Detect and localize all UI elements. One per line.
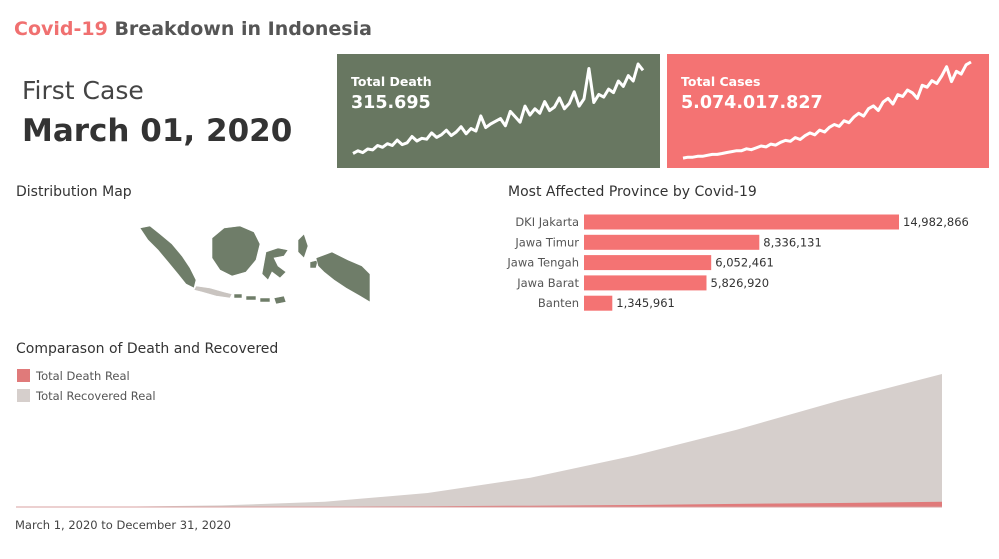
map-region-java[interactable]	[193, 285, 233, 299]
legend-recovered-swatch	[17, 389, 30, 402]
bar-jawa-barat[interactable]	[584, 275, 707, 291]
bar-category-label: Jawa Tengah	[506, 256, 579, 270]
legend-recovered-label: Total Recovered Real	[36, 389, 156, 403]
page-title: Covid-19 Breakdown in Indonesia	[14, 18, 372, 40]
legend-death-label: Total Death Real	[36, 369, 130, 383]
map-region-papua[interactable]	[315, 251, 371, 303]
bar-category-label: Banten	[538, 296, 579, 310]
area-total-recovered[interactable]	[16, 374, 942, 507]
bar-value-label: 14,982,866	[903, 215, 969, 229]
death-recovered-area-chart	[16, 374, 942, 508]
bar-value-label: 1,345,961	[616, 296, 675, 310]
map-region-maluku[interactable]	[297, 233, 319, 269]
map-region-kalimantan[interactable]	[211, 225, 261, 277]
province-bar-chart: DKI Jakarta 14,982,866 Jawa Timur 8,336,131…	[506, 214, 969, 311]
total-cases-card[interactable]: Total Cases 5.074.017.827	[667, 54, 989, 168]
area-total-death[interactable]	[16, 501, 942, 507]
province-chart-title: Most Affected Province by Covid-19	[508, 184, 757, 200]
total-death-sparkline-line	[352, 62, 645, 155]
total-death-value: 315.695	[351, 93, 431, 113]
date-range: March 1, 2020 to December 31, 2020	[15, 518, 231, 532]
legend-total-death[interactable]: Total Death Real	[17, 369, 130, 385]
total-cases-value: 5.074.017.827	[681, 93, 823, 113]
bar-value-label: 8,336,131	[763, 235, 822, 249]
bar-category-label: Jawa Timur	[514, 235, 579, 249]
total-death-label: Total Death	[351, 74, 432, 89]
bar-value-label: 5,826,920	[711, 276, 770, 290]
bar-jawa-tengah[interactable]	[584, 255, 712, 271]
total-cases-label: Total Cases	[681, 74, 761, 89]
bar-category-label: DKI Jakarta	[515, 215, 579, 229]
bar-dki-jakarta[interactable]	[584, 214, 899, 230]
map-region-nusa-tenggara[interactable]	[233, 293, 287, 305]
total-cases-sparkline	[682, 60, 972, 160]
bar-banten[interactable]	[584, 295, 613, 311]
legend-total-recovered[interactable]: Total Recovered Real	[17, 389, 156, 405]
legend-death-swatch	[17, 369, 30, 382]
distribution-map-title: Distribution Map	[16, 184, 132, 200]
title-rest: Breakdown in Indonesia	[114, 18, 372, 40]
first-case-date: March 01, 2020	[22, 113, 293, 149]
first-case-label: First Case	[22, 76, 144, 105]
comparison-chart-title: Comparason of Death and Recovered	[16, 341, 279, 357]
total-cases-sparkline-line	[682, 60, 972, 160]
bar-value-label: 6,052,461	[715, 256, 774, 270]
map-region-sulawesi[interactable]	[261, 247, 289, 281]
bar-category-label: Jawa Barat	[516, 276, 579, 290]
total-death-sparkline	[352, 62, 645, 155]
total-death-card[interactable]: Total Death 315.695	[337, 54, 660, 168]
indonesia-map[interactable]	[138, 222, 373, 314]
title-highlight: Covid-19	[14, 18, 108, 40]
bar-jawa-timur[interactable]	[584, 234, 760, 250]
map-region-sumatra[interactable]	[139, 225, 197, 289]
